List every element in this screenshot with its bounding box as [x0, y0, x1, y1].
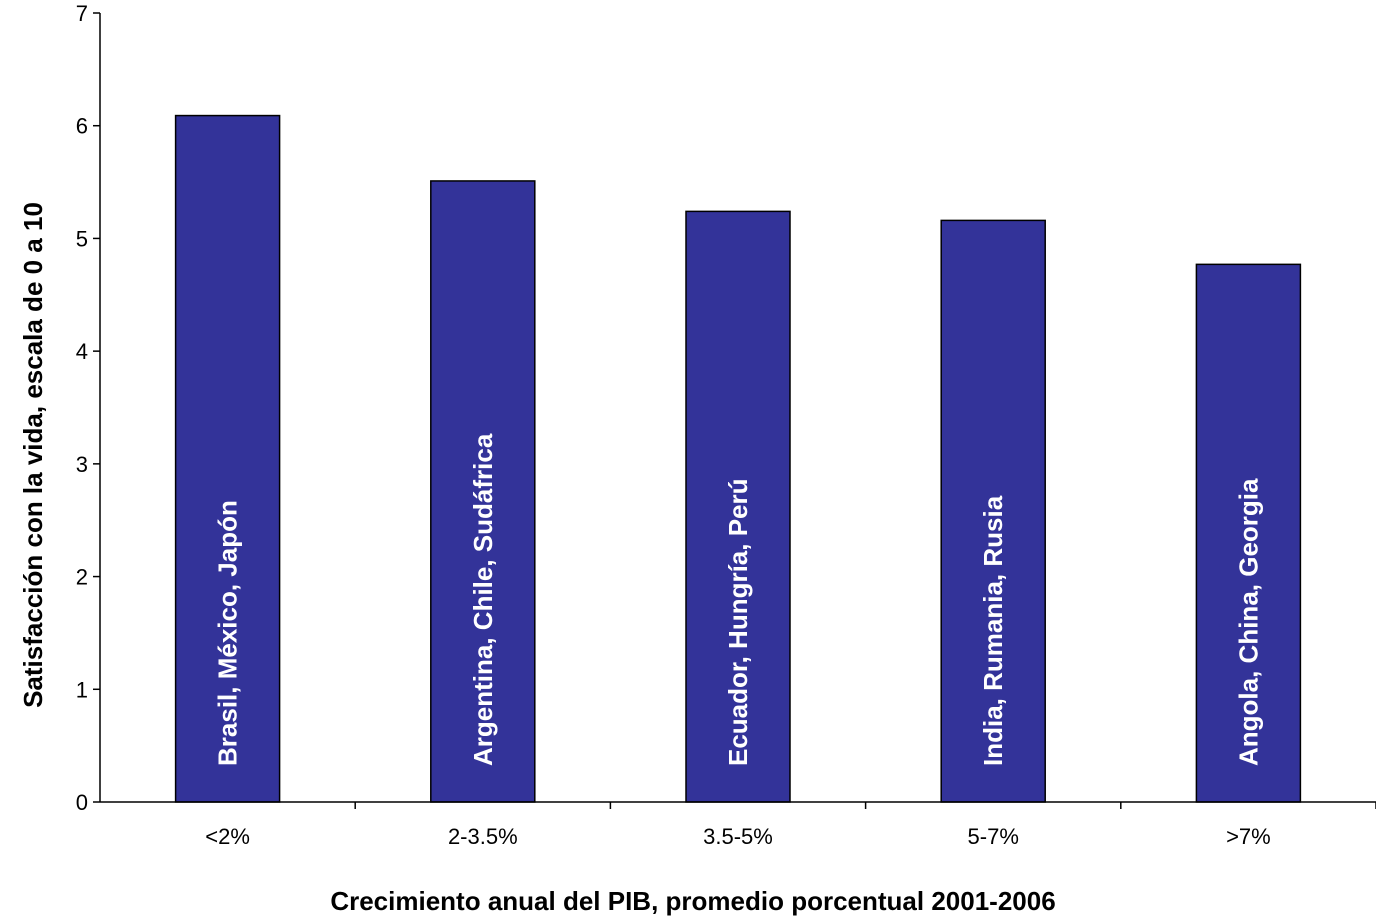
y-axis-title: Satisfacción con la vida, escala de 0 a … — [18, 202, 48, 708]
bar-labels-group: Brasil, México, Japón Argentina, Chile, S… — [213, 433, 1264, 766]
y-tick-label: 2 — [76, 565, 88, 590]
bar — [174, 114, 281, 803]
y-tick-label: 5 — [76, 226, 88, 251]
x-tick-label: <2% — [205, 824, 250, 849]
x-tick-label: >7% — [1226, 824, 1271, 849]
bar-label: India, Rumania, Rusia — [978, 495, 1008, 766]
x-tick-label: 2-3.5% — [448, 824, 518, 849]
y-ticks-group: 0 1 2 3 4 5 6 7 — [76, 1, 100, 815]
x-tick-label: 3.5-5% — [703, 824, 773, 849]
y-tick-label: 6 — [76, 114, 88, 139]
x-ticks-group: <2% 2-3.5% 3.5-5% 5-7% >7% — [205, 802, 1376, 849]
y-tick-label: 0 — [76, 790, 88, 815]
bars-group — [174, 114, 1302, 803]
x-axis-title: Crecimiento anual del PIB, promedio porc… — [330, 886, 1055, 916]
bar-label: Argentina, Chile, Sudáfrica — [468, 433, 498, 766]
y-tick-label: 4 — [76, 339, 88, 364]
bar-label: Brasil, México, Japón — [213, 500, 243, 766]
bar-label: Angola, China, Georgia — [1233, 478, 1263, 766]
bar — [685, 210, 791, 803]
bar — [1195, 263, 1302, 803]
y-tick-label: 1 — [76, 677, 88, 702]
bar-label: Ecuador, Hungría, Perú — [723, 478, 753, 766]
bar — [940, 219, 1046, 803]
axes-group — [99, 13, 1376, 803]
y-tick-label: 3 — [76, 452, 88, 477]
bar — [430, 180, 536, 803]
y-tick-label: 7 — [76, 1, 88, 26]
x-tick-label: 5-7% — [968, 824, 1019, 849]
